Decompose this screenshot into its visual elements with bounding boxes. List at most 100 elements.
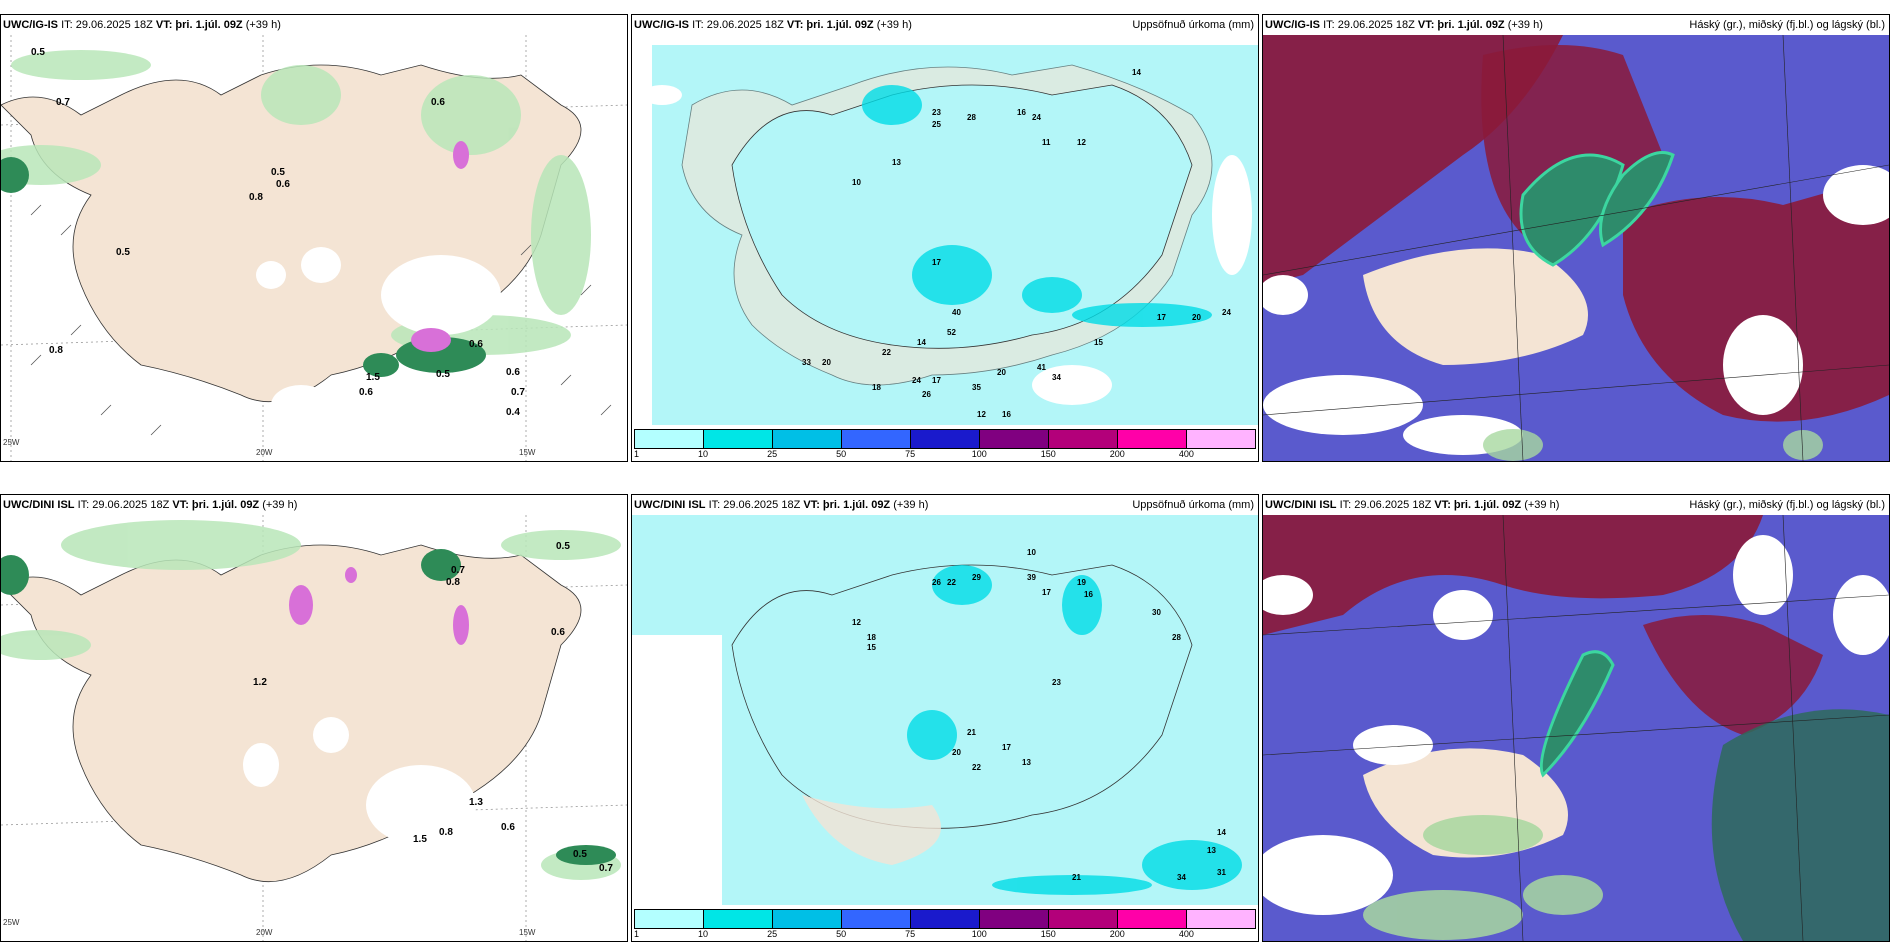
- wind-value: 0.4: [506, 407, 520, 418]
- legend-tick: 150: [1040, 449, 1056, 459]
- lead-time: (+39 h): [893, 499, 929, 511]
- legend-swatch: [1049, 910, 1118, 928]
- panel-title: Uppsöfnuð úrkoma (mm): [1132, 499, 1254, 511]
- precip-value: 20: [952, 748, 961, 757]
- precip-map: 14 23 25 28 16 24 12 11 13 10 17 40 52 2…: [632, 35, 1258, 425]
- legend-swatch: [980, 910, 1049, 928]
- model-label: UWC/IG-IS: [634, 19, 689, 31]
- legend-swatch: [635, 910, 704, 928]
- precip-legend: 1 10 25 50 75 100 150 200 400: [634, 429, 1256, 459]
- valid-time: VT: þri. 1.júl. 09Z: [803, 499, 891, 511]
- precip-value: 10: [1027, 548, 1036, 557]
- precip-value: 11: [1042, 138, 1051, 147]
- precip-value: 17: [932, 258, 941, 267]
- precip-value: 15: [1094, 338, 1103, 347]
- precip-map-svg: 10 26 22 29 39 19 16 17 12 18 15 23 30 2…: [632, 515, 1258, 905]
- panel-precip-top: UWC/IG-IS IT: 29.06.2025 18Z VT: þri. 1.…: [631, 14, 1259, 462]
- panel-header: UWC/IG-IS IT: 29.06.2025 18Z VT: þri. 1.…: [1, 15, 627, 35]
- legend-tick: 1: [634, 929, 640, 939]
- legend-tick: 400: [1178, 449, 1194, 459]
- wind-value: 1.3: [469, 797, 483, 808]
- legend-swatch: [1118, 430, 1187, 448]
- precip-value: 18: [872, 383, 881, 392]
- precip-value: 26: [932, 578, 941, 587]
- precip-legend: 1 10 25 50 75 100 150 200 400: [634, 909, 1256, 939]
- clouds-map-svg: [1263, 35, 1889, 461]
- wind-map-svg: 0.5 0.7 0.8 0.6 0.5 0.6 0.5 0.8 0.6 1.5 …: [1, 35, 627, 461]
- lon-label: 20W: [256, 928, 273, 937]
- legend-tick: 75: [905, 449, 916, 459]
- lon-label: 25W: [3, 438, 20, 447]
- init-time: IT: 29.06.2025 18Z: [61, 19, 153, 31]
- wind-value: 0.7: [56, 97, 70, 108]
- legend-swatch: [773, 430, 842, 448]
- wind-value: 0.6: [501, 822, 515, 833]
- lead-time: (+39 h): [245, 19, 281, 31]
- wind-value: 0.7: [599, 863, 613, 874]
- precip-value: 17: [1002, 743, 1011, 752]
- lon-label: 20W: [256, 448, 273, 457]
- wind-value: 0.8: [439, 827, 453, 838]
- wind-value: 0.6: [359, 387, 373, 398]
- init-time: IT: 29.06.2025 18Z: [1339, 499, 1432, 511]
- wind-value: 0.5: [573, 849, 587, 860]
- precip-value: 40: [952, 308, 961, 317]
- legend-tick: 25: [767, 449, 778, 459]
- precip-value: 52: [947, 328, 956, 337]
- precip-value: 16: [1017, 108, 1026, 117]
- legend-swatch: [704, 430, 773, 448]
- valid-time: VT: þri. 1.júl. 09Z: [786, 19, 874, 31]
- lead-time: (+39 h): [1524, 499, 1560, 511]
- precip-value: 14: [917, 338, 926, 347]
- precip-value: 22: [972, 763, 981, 772]
- panel-clouds-top: UWC/IG-IS IT: 29.06.2025 18Z VT: þri. 1.…: [1262, 14, 1890, 462]
- precip-value: 12: [977, 410, 986, 419]
- precip-value: 31: [1217, 868, 1226, 877]
- wind-value: 0.6: [431, 97, 445, 108]
- precip-value: 23: [932, 108, 941, 117]
- legend-tick: 1: [634, 449, 640, 459]
- wind-map: 0.5 0.7 0.8 0.6 0.5 0.6 0.5 0.8 0.6 1.5 …: [1, 35, 627, 461]
- init-time: IT: 29.06.2025 18Z: [1323, 19, 1415, 31]
- precip-value: 22: [947, 578, 956, 587]
- legend-swatch: [704, 910, 773, 928]
- legend-tick: 400: [1178, 929, 1194, 939]
- legend-tick: 10: [698, 449, 709, 459]
- precip-value: 21: [967, 728, 976, 737]
- precip-value: 20: [822, 358, 831, 367]
- init-time: IT: 29.06.2025 18Z: [692, 19, 784, 31]
- panel-header: UWC/IG-IS IT: 29.06.2025 18Z VT: þri. 1.…: [1263, 15, 1889, 35]
- legend-swatch: [911, 910, 980, 928]
- panel-clouds-bottom: UWC/DINI ISL IT: 29.06.2025 18Z VT: þri.…: [1262, 494, 1890, 942]
- panel-header: UWC/IG-IS IT: 29.06.2025 18Z VT: þri. 1.…: [632, 15, 1258, 35]
- valid-time: VT: þri. 1.júl. 09Z: [1434, 499, 1522, 511]
- panel-header: UWC/DINI ISL IT: 29.06.2025 18Z VT: þri.…: [1, 495, 627, 515]
- precip-value: 16: [1084, 590, 1093, 599]
- legend-swatch: [911, 430, 980, 448]
- wind-map-svg: 0.5 0.8 0.7 1.2 0.6 1.3 0.8 0.6 1.5 0.5 …: [1, 515, 627, 941]
- precip-value: 24: [1222, 308, 1231, 317]
- precip-value: 13: [1207, 846, 1216, 855]
- precip-legend-bar: [634, 429, 1256, 449]
- precip-value: 12: [1077, 138, 1086, 147]
- precip-value: 35: [972, 383, 981, 392]
- precip-legend-bar: [634, 909, 1256, 929]
- legend-tick: 150: [1040, 929, 1056, 939]
- precip-value: 20: [1192, 313, 1201, 322]
- precip-value: 34: [1177, 873, 1186, 882]
- legend-swatch: [1187, 910, 1255, 928]
- lead-time: (+39 h): [1507, 19, 1543, 31]
- init-time: IT: 29.06.2025 18Z: [708, 499, 801, 511]
- precip-value: 34: [1052, 373, 1061, 382]
- precip-value: 14: [1132, 68, 1141, 77]
- legend-tick: 25: [767, 929, 778, 939]
- legend-swatch: [842, 910, 911, 928]
- legend-tick: 100: [971, 449, 987, 459]
- legend-swatch: [1049, 430, 1118, 448]
- panel-wind-bottom: UWC/DINI ISL IT: 29.06.2025 18Z VT: þri.…: [0, 494, 628, 942]
- panel-header: UWC/DINI ISL IT: 29.06.2025 18Z VT: þri.…: [1263, 495, 1889, 515]
- legend-tick: 200: [1109, 929, 1125, 939]
- wind-value: 0.7: [451, 565, 465, 576]
- precip-value: 22: [882, 348, 891, 357]
- wind-value: 1.5: [413, 834, 427, 845]
